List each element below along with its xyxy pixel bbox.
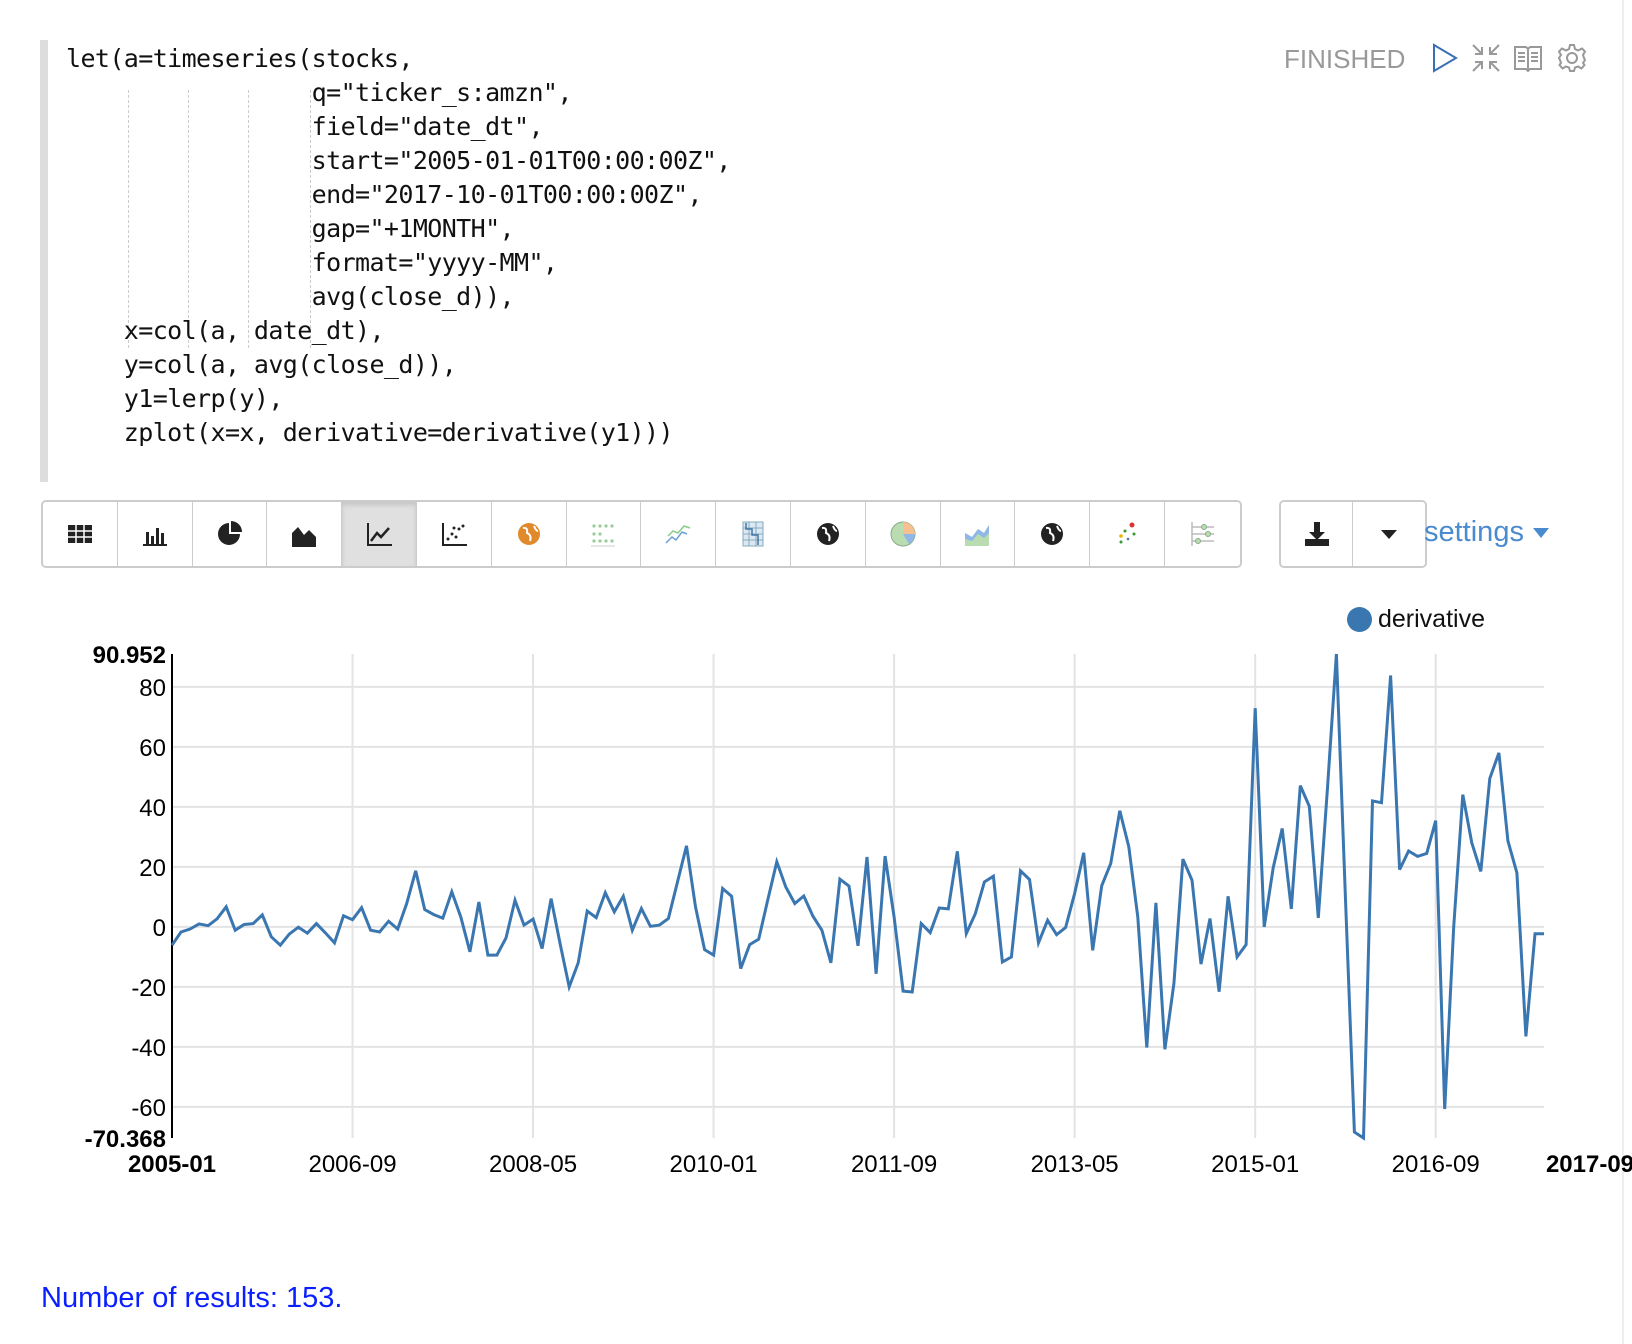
indent-guide xyxy=(310,90,311,348)
chart-type-button-heatmap[interactable] xyxy=(566,502,642,566)
book-icon[interactable] xyxy=(1512,42,1544,74)
y-tick-label: 80 xyxy=(139,675,166,702)
indent-guide xyxy=(128,90,129,348)
y-tick-label: -60 xyxy=(131,1095,166,1122)
x-tick-label: 2008-05 xyxy=(489,1151,577,1178)
range-slider-icon xyxy=(1191,522,1215,546)
results-count: Number of results: 153. xyxy=(41,1282,343,1314)
chart-type-button-table[interactable] xyxy=(43,502,118,566)
chart-type-button-multi-line[interactable] xyxy=(641,502,717,566)
code-line: gap="+1MONTH", xyxy=(66,214,515,243)
area-chart-icon xyxy=(292,527,317,547)
code-line: q="ticker_s:amzn", xyxy=(66,78,573,107)
chart-type-button-area-color[interactable] xyxy=(940,502,1016,566)
caret-down-icon xyxy=(1381,530,1397,539)
indent-guide xyxy=(248,90,249,348)
code-text[interactable]: let(a=timeseries(stocks, q="ticker_s:amz… xyxy=(66,42,731,450)
chart-type-button-globe[interactable] xyxy=(790,502,866,566)
settings-label: settings xyxy=(1424,516,1524,548)
code-editor[interactable]: let(a=timeseries(stocks, q="ticker_s:amz… xyxy=(40,40,1198,482)
y-tick-label: 20 xyxy=(139,855,166,882)
pie-chart-icon xyxy=(218,521,243,545)
settings-dropdown[interactable]: settings xyxy=(1424,516,1550,549)
y-tick-label: -20 xyxy=(131,975,166,1002)
code-line: y1=lerp(y), xyxy=(66,384,284,413)
scatter-chart-icon xyxy=(441,523,467,546)
code-line: start="2005-01-01T00:00:00Z", xyxy=(66,146,732,175)
x-tick-label: 2005-01 xyxy=(128,1151,216,1178)
status-label: FINISHED xyxy=(1284,44,1406,74)
legend-label: derivative xyxy=(1378,605,1485,633)
collapse-icon[interactable] xyxy=(1470,42,1502,74)
code-line: field="date_dt", xyxy=(66,112,544,141)
x-tick-label: 2011-09 xyxy=(851,1151,937,1178)
chart-legend[interactable]: derivative xyxy=(1347,605,1485,634)
chart-type-button-globe-dark[interactable] xyxy=(1015,502,1091,566)
code-line: format="yyyy-MM", xyxy=(66,248,558,277)
download-dropdown-button[interactable] xyxy=(1353,502,1425,566)
scatter-color-icon xyxy=(1119,522,1136,544)
x-tick-label: 2010-01 xyxy=(670,1151,758,1178)
line-chart-icon xyxy=(367,523,393,546)
y-tick-label: 60 xyxy=(139,735,166,762)
code-line: y=col(a, avg(close_d)), xyxy=(66,350,457,379)
chart-type-button-area-chart[interactable] xyxy=(267,502,343,566)
x-tick-label: 2017-09 xyxy=(1546,1151,1632,1178)
chart-type-button-map[interactable] xyxy=(491,502,567,566)
y-tick-label: -70.368 xyxy=(85,1126,166,1153)
x-tick-label: 2015-01 xyxy=(1211,1151,1299,1178)
download-icon xyxy=(1304,522,1329,546)
code-line: let(a=timeseries(stocks, xyxy=(66,44,413,73)
code-line: end="2017-10-01T00:00:00Z", xyxy=(66,180,703,209)
x-tick-label: 2016-09 xyxy=(1392,1151,1480,1178)
download-group xyxy=(1279,500,1427,568)
code-line: avg(close_d)), xyxy=(66,282,515,311)
code-line: zplot(x=x, derivative=derivative(y1))) xyxy=(66,418,674,447)
y-tick-label: 40 xyxy=(139,795,166,822)
series-line-derivative xyxy=(170,653,1544,1141)
visualization-toolbar xyxy=(41,500,1242,568)
chart-type-button-range-slider[interactable] xyxy=(1164,502,1240,566)
heatmap-icon xyxy=(591,524,616,547)
grid-icon xyxy=(742,521,764,547)
multi-line-icon xyxy=(665,525,691,544)
y-tick-label: -40 xyxy=(131,1035,166,1062)
chart-type-button-bar-chart[interactable] xyxy=(117,502,193,566)
globe-dark-icon xyxy=(1041,523,1064,545)
chart-type-button-pie-chart[interactable] xyxy=(192,502,268,566)
pie-color-icon xyxy=(890,521,916,547)
y-tick-label: 0 xyxy=(153,915,166,942)
y-tick-label: 90.952 xyxy=(93,642,166,669)
map-icon xyxy=(517,523,540,545)
bar-chart-icon xyxy=(142,528,167,546)
legend-dot xyxy=(1347,607,1372,632)
indent-guide xyxy=(188,90,189,348)
chart-type-button-line-chart[interactable] xyxy=(342,502,417,566)
chart-type-button-grid[interactable] xyxy=(716,502,791,566)
download-button[interactable] xyxy=(1281,502,1353,566)
play-icon[interactable] xyxy=(1428,42,1460,74)
chart-type-button-scatter-chart[interactable] xyxy=(416,502,492,566)
area-color-icon xyxy=(965,525,990,546)
panel-border xyxy=(1622,0,1624,1344)
globe-icon xyxy=(816,523,839,545)
x-tick-label: 2013-05 xyxy=(1031,1151,1119,1178)
caret-down-icon xyxy=(1532,527,1549,538)
code-line: x=col(a, date_dt), xyxy=(66,316,385,345)
gear-icon[interactable] xyxy=(1556,42,1588,74)
table-icon xyxy=(67,525,92,543)
chart-type-button-pie-color[interactable] xyxy=(865,502,941,566)
x-tick-label: 2006-09 xyxy=(308,1151,396,1178)
chart-type-button-scatter-color[interactable] xyxy=(1090,502,1165,566)
